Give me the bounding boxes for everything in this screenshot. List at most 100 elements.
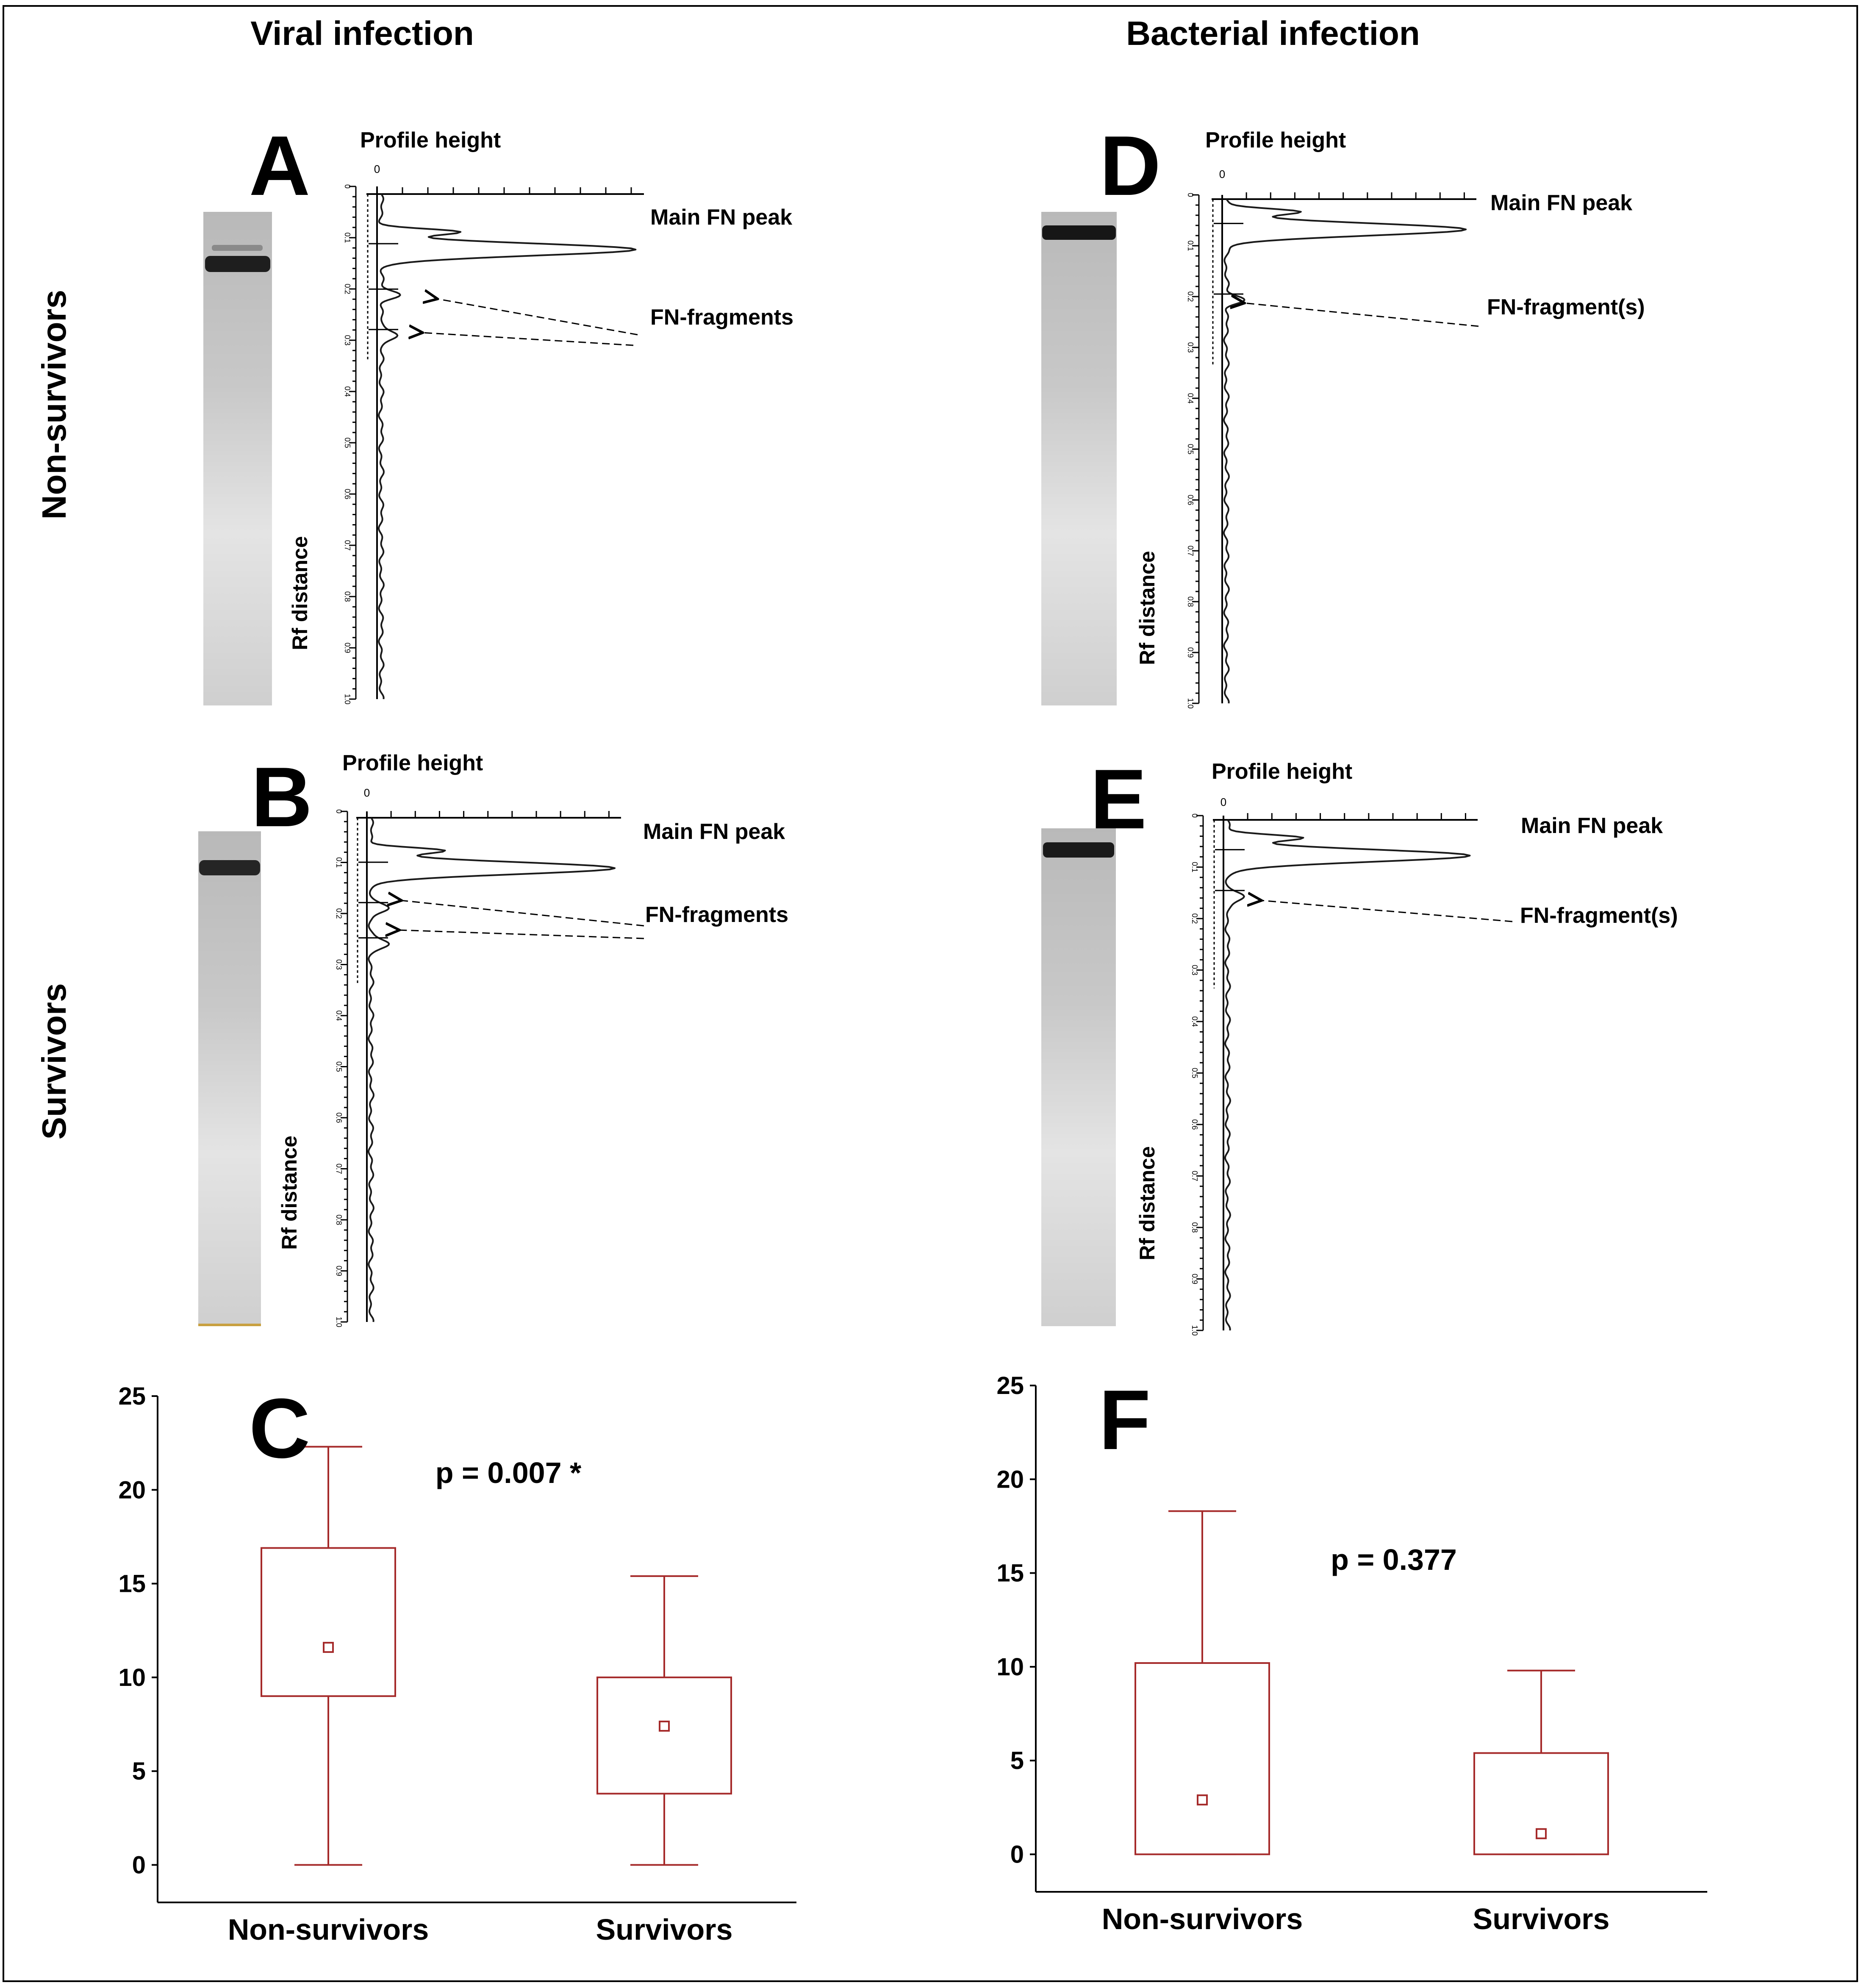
zero-label: 0	[374, 163, 380, 175]
panel-letter: A	[249, 119, 310, 213]
box-iqr	[261, 1547, 396, 1697]
y-tick-label: 20	[118, 1476, 146, 1504]
rf-tick-label: 0.1	[335, 857, 343, 868]
figure-frame	[3, 5, 1858, 1982]
rf-tick-label: 0.3	[1190, 965, 1199, 975]
box-iqr	[1134, 1662, 1270, 1855]
y-tick-label: 0	[132, 1851, 146, 1879]
rf-tick-label: 0.5	[1186, 444, 1195, 454]
densitometry-plot: 0 0.1 0.2 0.3 0.4 0.5 0.6 0.7 0.8 0.9 1.0	[335, 809, 621, 1327]
median-marker	[1536, 1828, 1547, 1839]
rf-tick-label: 0.9	[1190, 1274, 1199, 1284]
fragment-arrow	[400, 900, 644, 927]
x-category-label: Non-survivors	[228, 1913, 429, 1946]
rf-tick-label: 0.3	[1186, 342, 1195, 353]
gel-lane-background	[198, 831, 261, 1326]
y-tick-label: 5	[132, 1758, 146, 1785]
x-category-label: Survivors	[596, 1913, 733, 1946]
rf-tick-label: 0.2	[335, 908, 343, 919]
rf-tick-label: 0	[343, 184, 352, 189]
y-tick-label: 25	[996, 1372, 1024, 1399]
profile-height-label: Profile height	[1205, 128, 1346, 153]
rf-tick-label: 1.0	[1186, 698, 1195, 708]
gel-lane	[198, 831, 261, 1326]
main-fn-peak-label: Main FN peak	[1521, 814, 1663, 838]
profile-trace	[1224, 819, 1471, 1331]
rf-tick-label: 0.5	[1190, 1068, 1199, 1078]
gel-lane	[1041, 828, 1116, 1326]
panel-letter: D	[1100, 119, 1161, 213]
box-iqr	[1473, 1752, 1609, 1855]
panel-a: A Profile height Rf distance 0 0 0.1 0.2 0.…	[203, 119, 793, 705]
main-fn-peak-label: Main FN peak	[643, 819, 785, 844]
rf-tick-label: 0.2	[343, 283, 352, 294]
rf-tick-label: 0.7	[1186, 545, 1195, 556]
y-tick-label: 20	[996, 1466, 1024, 1493]
column-title-viral: Viral infection	[250, 14, 474, 52]
rf-tick-label: 0	[335, 809, 343, 814]
median-marker	[1197, 1794, 1208, 1806]
rf-tick-label: 1.0	[335, 1316, 343, 1327]
box-plot-c: 0 5 10 15 20 25 Non-survivors Survivors	[118, 1383, 796, 1946]
rf-tick-label: 0.5	[335, 1061, 343, 1072]
rf-tick-label: 0.1	[343, 232, 352, 243]
gel-lane-background	[1041, 212, 1117, 705]
fragment-arrow	[1243, 303, 1479, 327]
rf-tick-label: 0.6	[1190, 1119, 1199, 1130]
panel-letter: C	[249, 1381, 310, 1476]
gel-band-main	[199, 860, 260, 875]
rf-tick-label: 0.5	[343, 437, 352, 448]
gel-lane-bottom-edge	[198, 1324, 261, 1326]
rf-tick-label: 0.3	[335, 959, 343, 970]
rf-tick-label: 0.2	[1190, 913, 1199, 924]
row-title-survivors: Survivors	[35, 983, 73, 1139]
rf-tick-label: 0	[1190, 814, 1199, 818]
rf-tick-label: 0.8	[1190, 1222, 1199, 1233]
y-tick-label: 5	[1010, 1747, 1024, 1774]
rf-tick-label: 0.4	[343, 386, 352, 397]
rf-tick-label: 0.8	[1186, 596, 1195, 607]
fn-fragments-label: FN-fragments	[645, 902, 788, 927]
panel-b: B Profile height Rf distance 0 0 0.1 0.2 0.…	[198, 750, 788, 1327]
profile-trace	[378, 193, 637, 700]
gel-band-upper	[212, 245, 263, 251]
rf-distance-label: Rf distance	[1135, 551, 1159, 665]
rf-distance-label: Rf distance	[1135, 1146, 1159, 1261]
densitometry-plot: 0 0.1 0.2 0.3 0.4 0.5 0.6 0.7 0.8 0.9 1.0	[1190, 813, 1478, 1336]
profile-height-label: Profile height	[360, 128, 501, 153]
gel-lane	[1041, 212, 1117, 705]
profile-trace	[368, 817, 616, 1322]
rf-tick-label: 0.9	[343, 642, 352, 653]
densitometry-plot: 0 0.1 0.2 0.3 0.4 0.5 0.6 0.7 0.8 0.9 1.0	[1186, 192, 1476, 709]
panel-e: E Profile height Rf distance 0 00.10.20.…	[1041, 752, 1678, 1336]
box-iqr	[596, 1676, 732, 1795]
main-fn-peak-label: Main FN peak	[650, 205, 792, 230]
main-fn-peak-label: Main FN peak	[1490, 191, 1632, 215]
column-title-bacterial: Bacterial infection	[1126, 14, 1420, 52]
rf-tick-label: 0.9	[335, 1266, 343, 1276]
rf-tick-label: 0.7	[343, 540, 352, 550]
profile-trace	[1223, 198, 1467, 704]
zero-label: 0	[1220, 796, 1226, 808]
fn-fragments-label: FN-fragment(s)	[1487, 295, 1645, 319]
y-tick-label: 0	[1010, 1841, 1024, 1868]
y-tick-label: 15	[996, 1560, 1024, 1587]
fn-fragments-label: FN-fragment(s)	[1520, 903, 1678, 928]
rf-tick-label: 0.3	[343, 335, 352, 345]
densitometry-plot: 0 0.1 0.2 0.3 0.4 0.5 0.6 0.7 0.8 0.9 1.0	[343, 184, 644, 705]
gel-band-main	[1042, 225, 1116, 240]
box-plot-f: 0 5 10 15 20 25 Non-survivors Survivors	[996, 1372, 1707, 1935]
rf-distance-label: Rf distance	[277, 1136, 301, 1250]
rf-tick-label: 0.1	[1190, 862, 1199, 872]
fragment-arrow	[1260, 900, 1513, 922]
profile-height-label: Profile height	[1212, 759, 1352, 784]
rf-tick-label: 1.0	[1190, 1325, 1199, 1336]
y-tick-label: 25	[118, 1383, 146, 1410]
rf-tick-label: 0.7	[335, 1163, 343, 1174]
rf-tick-label: 0.7	[1190, 1171, 1199, 1181]
panel-d: D Profile height Rf distance 0 0 0.1 0.2 0.…	[1041, 119, 1645, 709]
x-category-label: Non-survivors	[1102, 1902, 1303, 1935]
p-value-annotation: p = 0.377	[1331, 1543, 1457, 1576]
rf-distance-label: Rf distance	[288, 536, 312, 650]
fn-fragments-label: FN-fragments	[650, 305, 793, 330]
